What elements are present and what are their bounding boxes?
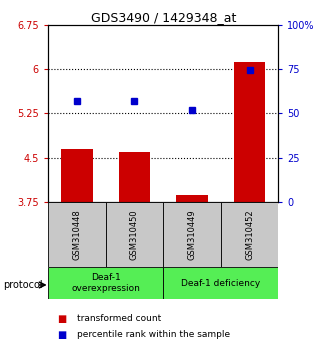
Text: Deaf-1 deficiency: Deaf-1 deficiency	[181, 279, 260, 288]
Bar	[119, 152, 150, 202]
Bar	[48, 267, 163, 299]
Text: ■: ■	[58, 314, 67, 324]
Text: GSM310449: GSM310449	[188, 209, 196, 260]
Text: transformed count: transformed count	[77, 314, 161, 323]
Bar	[106, 202, 163, 267]
Bar	[176, 195, 208, 202]
Text: protocol: protocol	[3, 280, 43, 290]
Text: GSM310450: GSM310450	[130, 209, 139, 260]
Text: GSM310452: GSM310452	[245, 209, 254, 260]
Bar	[48, 202, 106, 267]
Bar	[163, 202, 221, 267]
Bar	[221, 202, 278, 267]
Bar	[163, 267, 278, 299]
Text: ■: ■	[58, 330, 67, 339]
Text: percentile rank within the sample: percentile rank within the sample	[77, 330, 230, 339]
Text: GSM310448: GSM310448	[72, 209, 81, 260]
Title: GDS3490 / 1429348_at: GDS3490 / 1429348_at	[91, 11, 236, 24]
Text: Deaf-1
overexpression: Deaf-1 overexpression	[71, 274, 140, 293]
Bar	[61, 149, 93, 202]
Bar	[234, 62, 266, 202]
